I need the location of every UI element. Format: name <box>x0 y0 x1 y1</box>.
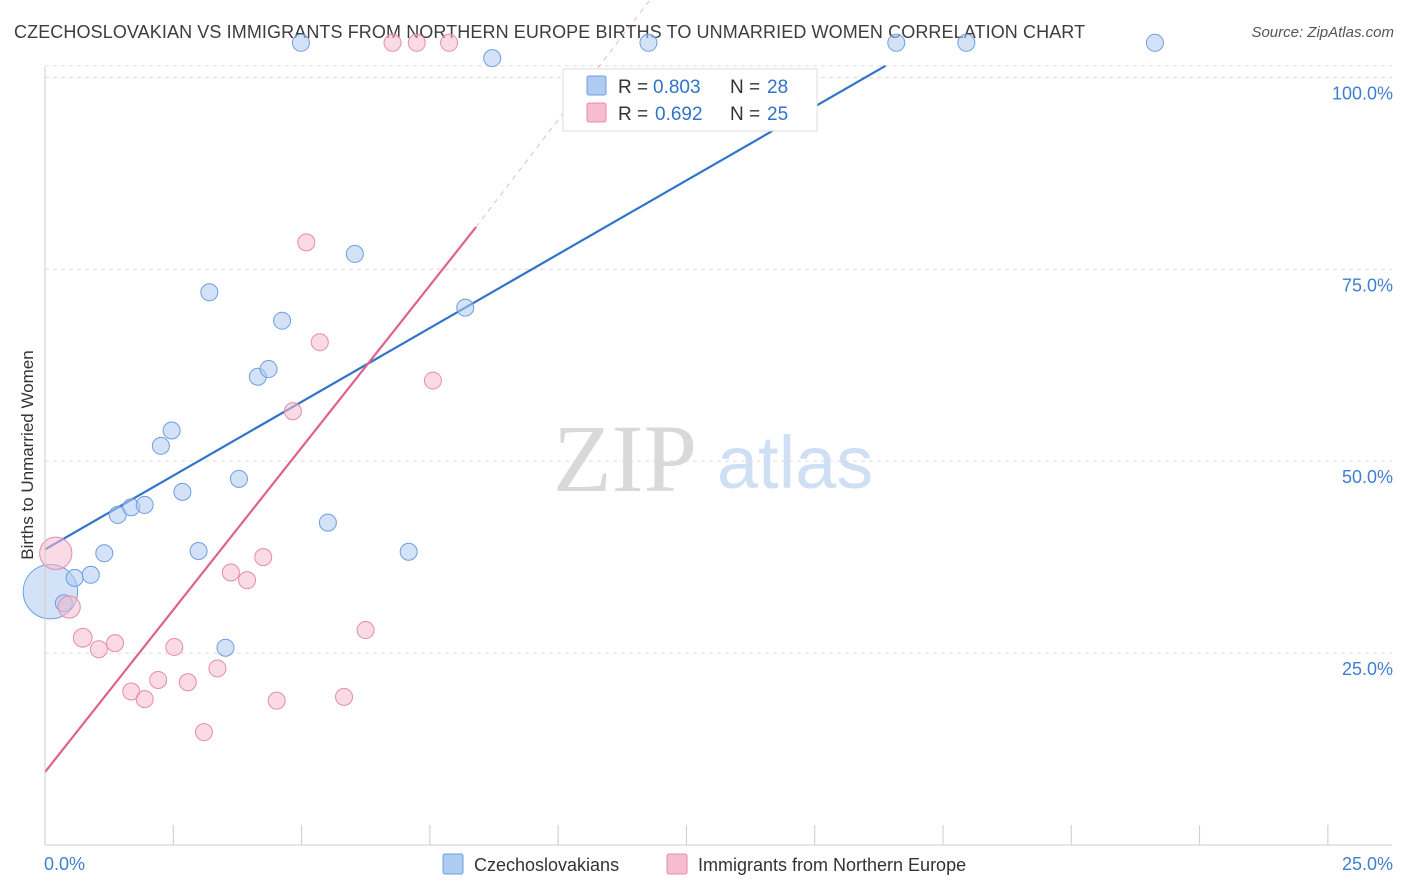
point-immigrants-21 <box>383 33 402 52</box>
point-czechoslovakians-18 <box>291 33 310 52</box>
y-tick-label-50: 50.0% <box>1342 467 1393 487</box>
point-czechoslovakians-13 <box>216 638 235 657</box>
trend-line-ext-1 <box>475 0 651 228</box>
legend-label-czechoslovakians: Czechoslovakians <box>474 855 619 875</box>
point-czechoslovakians-4 <box>95 544 114 563</box>
y-tick-label-100: 100.0% <box>1332 83 1393 103</box>
point-czechoslovakians-27 <box>1145 33 1164 52</box>
legend-swatch-immigrants <box>666 853 688 875</box>
point-czechoslovakians-9 <box>162 421 181 440</box>
watermark-zip: ZIP <box>553 405 697 512</box>
point-czechoslovakians-26 <box>957 33 976 52</box>
stats-r-value-1: 0.692 <box>655 104 703 125</box>
point-czechoslovakians-12 <box>200 283 219 302</box>
point-immigrants-2 <box>72 627 93 648</box>
point-immigrants-4 <box>106 634 125 653</box>
stats-r-label-1: R = <box>618 104 648 125</box>
point-immigrants-22 <box>407 33 426 52</box>
stats-legend: R = 0.803 N = 28 R = 0.692 N = 25 <box>562 68 818 132</box>
stats-n-label-1: N = <box>730 104 760 125</box>
x-tick-label-25: 25.0% <box>1342 854 1393 874</box>
point-immigrants-11 <box>208 659 227 678</box>
point-czechoslovakians-23 <box>483 49 502 68</box>
points-layer <box>22 33 1164 742</box>
point-czechoslovakians-16 <box>259 360 278 379</box>
point-czechoslovakians-22 <box>456 298 475 317</box>
grid-layer <box>45 65 1392 654</box>
point-czechoslovakians-8 <box>151 436 170 455</box>
legend-swatch-czechoslovakians <box>442 853 464 875</box>
point-czechoslovakians-3 <box>81 565 100 584</box>
stats-swatch-czechoslovakians <box>586 75 607 96</box>
y-tick-label-25: 25.0% <box>1342 659 1393 679</box>
stats-r-label-0: R = <box>618 77 648 98</box>
point-immigrants-23 <box>423 371 442 390</box>
point-immigrants-9 <box>178 673 197 692</box>
point-immigrants-15 <box>267 691 286 710</box>
point-czechoslovakians-10 <box>173 482 192 501</box>
point-czechoslovakians-5 <box>108 505 127 524</box>
x-tick-label-0: 0.0% <box>44 854 85 874</box>
legend-label-immigrants: Immigrants from Northern Europe <box>698 855 966 875</box>
point-immigrants-18 <box>310 333 329 352</box>
bottom-legend: Czechoslovakians Immigrants from Norther… <box>442 853 966 875</box>
point-immigrants-6 <box>135 690 154 709</box>
point-czechoslovakians-21 <box>399 542 418 561</box>
point-czechoslovakians-19 <box>318 513 337 532</box>
stats-swatch-immigrants <box>586 102 607 123</box>
point-czechoslovakians-11 <box>189 541 208 560</box>
point-czechoslovakians-25 <box>887 33 906 52</box>
point-immigrants-14 <box>254 548 273 567</box>
point-czechoslovakians-14 <box>229 469 248 488</box>
point-czechoslovakians-2 <box>65 568 84 587</box>
point-immigrants-7 <box>149 670 168 689</box>
point-czechoslovakians-7 <box>135 495 154 514</box>
chart-title: CZECHOSLOVAKIAN VS IMMIGRANTS FROM NORTH… <box>14 22 1086 42</box>
y-tick-label-75: 75.0% <box>1342 275 1393 295</box>
stats-r-value-0: 0.803 <box>653 77 701 98</box>
watermark: ZIP atlas <box>553 405 873 512</box>
axis-layer: 25.0% 50.0% 75.0% 100.0% 0.0% 25.0% <box>44 67 1393 874</box>
point-immigrants-24 <box>440 33 459 52</box>
point-immigrants-5 <box>122 682 141 701</box>
source-label: Source: ZipAtlas.com <box>1251 24 1394 41</box>
watermark-atlas: atlas <box>717 421 873 504</box>
point-immigrants-0 <box>39 536 73 570</box>
point-immigrants-17 <box>297 233 316 252</box>
trend-line-1 <box>44 226 477 773</box>
point-immigrants-19 <box>335 687 354 706</box>
point-immigrants-1 <box>57 595 81 619</box>
point-immigrants-10 <box>194 723 213 742</box>
stats-n-value-1: 25 <box>767 104 788 125</box>
point-immigrants-13 <box>238 571 257 590</box>
point-immigrants-12 <box>221 563 240 582</box>
stats-n-label-0: N = <box>730 77 760 98</box>
point-czechoslovakians-17 <box>273 311 292 330</box>
point-immigrants-16 <box>283 402 302 421</box>
point-czechoslovakians-24 <box>639 33 658 52</box>
stats-n-value-0: 28 <box>767 77 788 98</box>
point-immigrants-8 <box>165 637 184 656</box>
point-immigrants-20 <box>356 621 375 640</box>
point-czechoslovakians-20 <box>345 244 364 263</box>
point-immigrants-3 <box>89 640 108 659</box>
